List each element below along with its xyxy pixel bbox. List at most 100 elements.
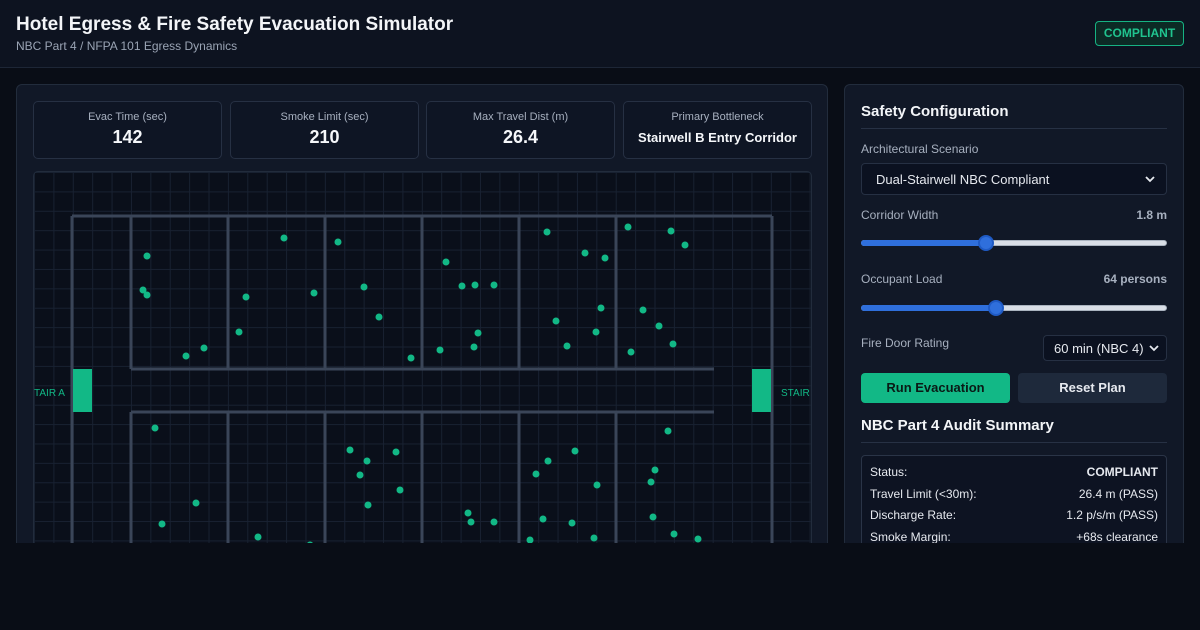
occupant-marker [346, 446, 354, 454]
occupant-marker [655, 322, 663, 330]
occupant-marker [669, 340, 677, 348]
occupant-load-value: 64 persons [1103, 272, 1167, 286]
stat-label: Max Travel Dist (m) [472, 111, 569, 123]
occupant-marker [694, 535, 702, 543]
audit-row-value: COMPLIANT [1086, 465, 1158, 479]
app-header: Hotel Egress & Fire Safety Evacuation Si… [0, 0, 1200, 68]
fire-door-select-value: 60 min (NBC 4) [1054, 341, 1144, 356]
occupant-marker [471, 281, 479, 289]
audit-row-discharge-rate: Discharge Rate: 1.2 p/s/m (PASS) [870, 508, 1158, 524]
audit-title: NBC Part 4 Audit Summary [861, 417, 1054, 434]
stat-label: Smoke Limit (sec) [280, 111, 369, 123]
occupant-marker [597, 304, 605, 312]
stat-card-max-travel: Max Travel Dist (m) 26.4 [426, 101, 615, 159]
stat-label: Evac Time (sec) [88, 111, 167, 123]
occupant-marker [627, 348, 635, 356]
occupant-marker [651, 466, 659, 474]
occupant-marker [143, 252, 151, 260]
occupant-marker [592, 328, 600, 336]
occupant-marker [647, 478, 655, 486]
occupant-marker [192, 499, 200, 507]
occupant-marker [474, 329, 482, 337]
fire-door-label: Fire Door Rating [861, 336, 950, 350]
occupant-marker [681, 241, 689, 249]
stairwell-a-label: TAIR A [34, 388, 65, 399]
stat-card-smoke-limit: Smoke Limit (sec) 210 [230, 101, 419, 159]
occupant-marker [200, 344, 208, 352]
stat-card-evac-time: Evac Time (sec) 142 [33, 101, 222, 159]
chevron-down-icon [1149, 345, 1159, 352]
corridor-width-slider[interactable] [861, 235, 1167, 251]
audit-row-status: Status: COMPLIANT [870, 465, 1158, 481]
stat-value: 210 [309, 127, 340, 147]
occupant-marker [364, 501, 372, 509]
occupant-marker [242, 293, 250, 301]
occupant-marker [490, 281, 498, 289]
occupant-marker [182, 352, 190, 360]
audit-summary: Status: COMPLIANT Travel Limit (<30m): 2… [861, 455, 1167, 543]
corridor-width-value: 1.8 m [1136, 208, 1167, 222]
slider-thumb[interactable] [987, 300, 1004, 316]
audit-row-value: 1.2 p/s/m (PASS) [1066, 508, 1158, 522]
stat-value: Stairwell B Entry Corridor [638, 130, 797, 145]
occupant-marker [490, 518, 498, 526]
divider [861, 442, 1167, 443]
stat-value: 26.4 [502, 127, 539, 147]
occupant-marker [670, 530, 678, 538]
floorplan-svg: TAIR A STAIR [34, 214, 810, 543]
stat-card-bottleneck: Primary Bottleneck Stairwell B Entry Cor… [623, 101, 812, 159]
occupant-load-label: Occupant Load [861, 272, 943, 286]
occupant-markers [139, 223, 702, 543]
occupant-load-slider[interactable] [861, 300, 1167, 316]
slider-thumb[interactable] [978, 235, 995, 251]
floorplan-canvas[interactable]: TAIR A STAIR [33, 171, 812, 543]
building-walls [70, 214, 774, 543]
occupant-marker [590, 534, 598, 542]
divider [861, 128, 1167, 129]
occupant-marker [396, 486, 404, 494]
occupant-marker [392, 448, 400, 456]
occupant-marker [568, 519, 576, 527]
run-evacuation-button[interactable]: Run Evacuation [861, 373, 1010, 403]
occupant-marker [563, 342, 571, 350]
fire-door-select[interactable]: 60 min (NBC 4) [1043, 335, 1167, 361]
occupant-marker [667, 227, 675, 235]
audit-row-smoke-margin: Smoke Margin: +68s clearance [870, 530, 1158, 543]
scenario-select[interactable]: Dual-Stairwell NBC Compliant [861, 163, 1167, 195]
scenario-label: Architectural Scenario [861, 142, 979, 156]
occupant-marker [649, 513, 657, 521]
occupant-marker [639, 306, 647, 314]
occupant-marker [543, 228, 551, 236]
occupant-marker [552, 317, 560, 325]
audit-row-travel-limit: Travel Limit (<30m): 26.4 m (PASS) [870, 487, 1158, 503]
occupant-marker [458, 282, 466, 290]
occupant-marker [360, 283, 368, 291]
slider-fill [861, 305, 996, 311]
audit-row-label: Status: [870, 465, 908, 479]
occupant-marker [151, 424, 159, 432]
occupant-marker [624, 223, 632, 231]
main-content: Evac Time (sec) 142 Smoke Limit (sec) 21… [0, 69, 1200, 543]
occupant-marker [470, 343, 478, 351]
occupant-marker [467, 518, 475, 526]
slider-fill [861, 240, 987, 246]
audit-row-label: Travel Limit (<30m): [870, 487, 977, 501]
occupant-marker [375, 313, 383, 321]
stat-value: 142 [112, 127, 143, 147]
occupant-marker [139, 286, 147, 294]
occupant-marker [664, 427, 672, 435]
reset-plan-button[interactable]: Reset Plan [1018, 373, 1167, 403]
occupant-marker [158, 520, 166, 528]
stairwell-a [73, 369, 92, 412]
occupant-marker [539, 515, 547, 523]
occupant-marker [571, 447, 579, 455]
occupant-marker [363, 457, 371, 465]
corridor-width-label: Corridor Width [861, 208, 939, 222]
scenario-select-value: Dual-Stairwell NBC Compliant [876, 172, 1050, 187]
occupant-marker [334, 238, 342, 246]
occupant-marker [526, 536, 534, 543]
audit-row-label: Smoke Margin: [870, 530, 951, 543]
audit-row-value: +68s clearance [1076, 530, 1158, 543]
occupant-marker [310, 289, 318, 297]
simulation-panel: Evac Time (sec) 142 Smoke Limit (sec) 21… [16, 84, 828, 543]
